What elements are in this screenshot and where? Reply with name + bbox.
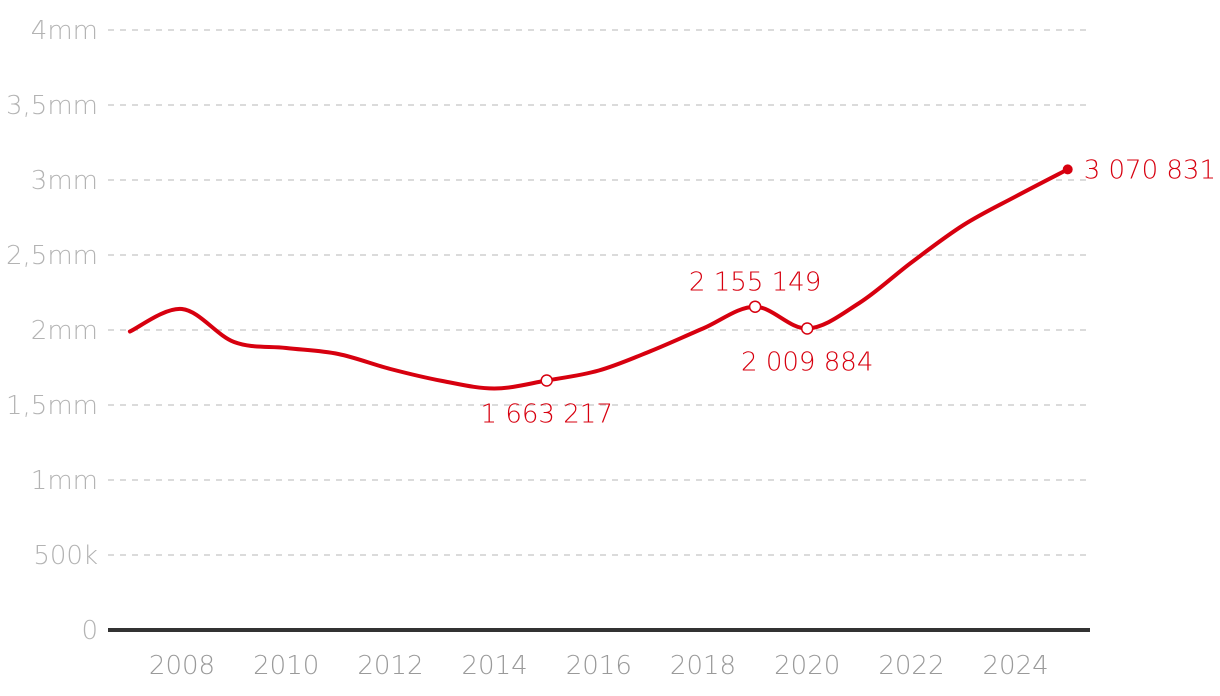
y-tick-label: 4mm	[31, 16, 98, 46]
x-tick-label: 2018	[670, 651, 736, 681]
gridlines	[108, 29, 1090, 556]
x-tick-label: 2008	[149, 651, 215, 681]
y-tick-label: 1mm	[31, 466, 98, 496]
data-label: 1 663 217	[481, 400, 613, 430]
series-line	[127, 167, 1070, 391]
y-tick-label: 1,5mm	[6, 391, 98, 421]
point-marker	[800, 322, 814, 335]
y-tick-label: 0	[81, 616, 98, 646]
data-label: 3 070 831	[1084, 155, 1216, 185]
data-label: 2 155 149	[689, 268, 821, 298]
x-tick-label: 2024	[983, 651, 1049, 681]
y-tick-label: 2mm	[31, 316, 98, 346]
y-tick-label: 500k	[33, 541, 98, 571]
x-axis-ticks: 2008 2010 2012 2014 2016 2018 2020 2022 2024	[149, 651, 1049, 681]
x-tick-label: 2016	[566, 651, 632, 681]
x-tick-label: 2020	[774, 651, 840, 681]
annotations: 1 663 217 2 155 149 2 009 884 3 070 831	[481, 155, 1216, 429]
end-point-marker	[1062, 164, 1073, 175]
y-tick-label: 2,5mm	[6, 241, 98, 271]
y-tick-label: 3,5mm	[6, 91, 98, 121]
point-marker	[748, 300, 762, 313]
data-label: 2 009 884	[741, 348, 873, 378]
y-tick-label: 3mm	[31, 166, 98, 196]
x-tick-label: 2014	[462, 651, 528, 681]
x-tick-label: 2022	[878, 651, 944, 681]
y-axis-ticks: 0 500k 1mm 1,5mm 2mm 2,5mm 3mm 3,5mm 4mm	[6, 16, 98, 646]
x-tick-label: 2010	[253, 651, 319, 681]
point-marker	[540, 374, 553, 387]
series-layer	[127, 167, 1070, 391]
x-tick-label: 2012	[357, 651, 423, 681]
